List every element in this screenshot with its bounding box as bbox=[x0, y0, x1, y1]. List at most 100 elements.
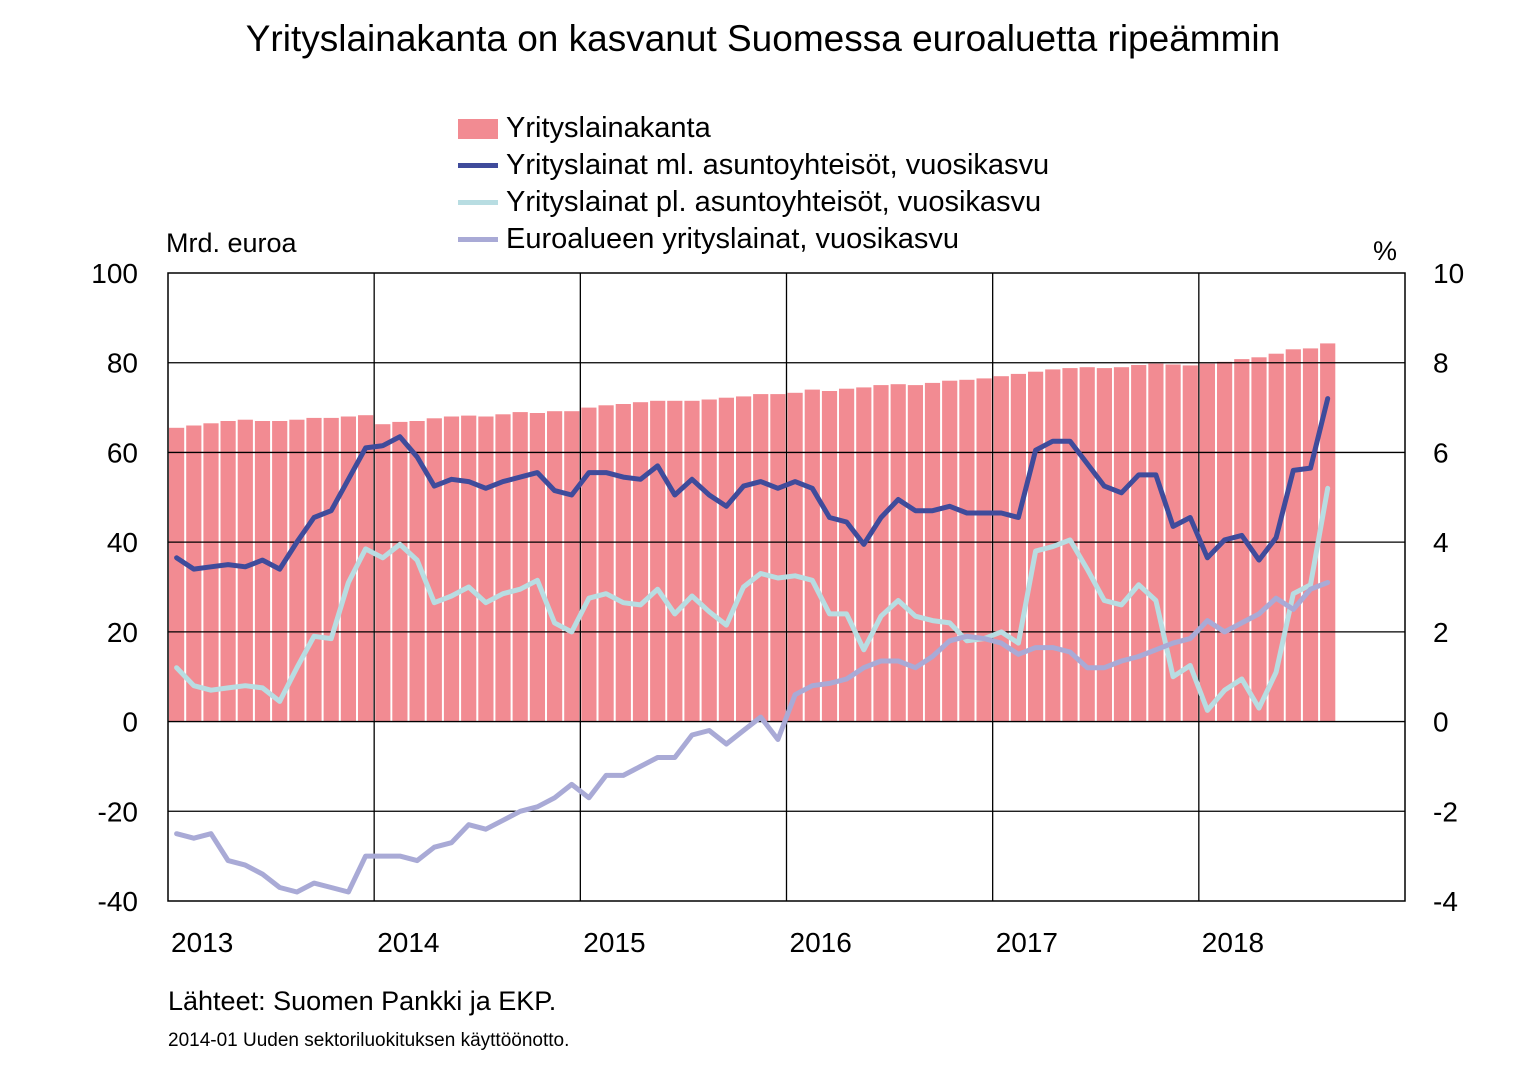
bar bbox=[976, 378, 992, 722]
series-line bbox=[174, 580, 1331, 895]
bar bbox=[203, 423, 219, 722]
left-tick-label: 60 bbox=[107, 437, 138, 468]
bar bbox=[254, 421, 271, 722]
bar bbox=[529, 413, 545, 722]
plot-frame bbox=[167, 272, 1406, 902]
bar bbox=[736, 396, 752, 722]
series-line bbox=[174, 485, 1331, 713]
legend-item-bar: Yrityslainakanta bbox=[458, 110, 1049, 147]
bar bbox=[753, 394, 769, 722]
legend: Yrityslainakanta Yrityslainat ml. asunto… bbox=[458, 110, 1049, 258]
legend-item-line: Yrityslainat ml. asuntoyhteisöt, vuosika… bbox=[458, 147, 1049, 184]
source-note: Lähteet: Suomen Pankki ja EKP. bbox=[168, 986, 557, 1016]
bar bbox=[581, 407, 597, 722]
bar bbox=[701, 399, 717, 722]
bar bbox=[1113, 367, 1130, 722]
legend-item-line: Yrityslainat pl. asuntoyhteisöt, vuosika… bbox=[458, 184, 1049, 221]
bar bbox=[495, 414, 511, 722]
bar bbox=[615, 404, 631, 722]
legend-label: Euroalueen yrityslainat, vuosikasvu bbox=[506, 223, 959, 255]
bar bbox=[409, 421, 425, 722]
bar bbox=[306, 417, 322, 722]
bar bbox=[1028, 371, 1044, 722]
bar bbox=[237, 419, 253, 722]
bar bbox=[169, 427, 185, 722]
bar bbox=[718, 397, 734, 722]
bar bbox=[993, 376, 1009, 722]
right-tick-label: -4 bbox=[1433, 886, 1458, 917]
bar bbox=[443, 416, 460, 722]
legend-label: Yrityslainat ml. asuntoyhteisöt, vuosika… bbox=[506, 149, 1050, 181]
bar bbox=[650, 400, 666, 722]
x-tick-label: 2018 bbox=[1202, 927, 1264, 958]
bar bbox=[632, 402, 649, 722]
legend-swatch-line bbox=[458, 163, 498, 168]
bar bbox=[564, 411, 580, 722]
bar bbox=[1302, 348, 1319, 722]
left-tick-label: 0 bbox=[122, 707, 138, 738]
bar bbox=[907, 385, 923, 722]
bar bbox=[323, 417, 339, 722]
legend-swatch-line bbox=[458, 237, 498, 242]
bar bbox=[186, 425, 202, 722]
bar bbox=[1131, 365, 1147, 722]
bar bbox=[358, 415, 374, 722]
bar bbox=[770, 394, 786, 722]
legend-label: Yrityslainat pl. asuntoyhteisöt, vuosika… bbox=[506, 186, 1042, 218]
bar bbox=[340, 416, 356, 722]
left-axis-unit: Mrd. euroa bbox=[166, 228, 297, 258]
left-tick-label: -40 bbox=[98, 886, 138, 917]
series-line bbox=[174, 396, 1331, 572]
bar bbox=[959, 379, 975, 722]
bar bbox=[924, 382, 941, 722]
x-tick-label: 2014 bbox=[377, 927, 439, 958]
bar bbox=[375, 424, 391, 722]
right-tick-label: 10 bbox=[1433, 258, 1464, 289]
left-tick-label: 20 bbox=[107, 617, 138, 648]
bar bbox=[392, 421, 408, 722]
bar bbox=[684, 400, 700, 722]
legend-swatch-line bbox=[458, 200, 498, 205]
bar bbox=[547, 411, 563, 722]
bar bbox=[598, 405, 614, 722]
right-tick-label: 6 bbox=[1433, 437, 1449, 468]
right-tick-label: 4 bbox=[1433, 527, 1449, 558]
legend-swatch-bar bbox=[458, 118, 498, 139]
bar bbox=[426, 418, 442, 722]
left-tick-label: 100 bbox=[91, 258, 138, 289]
bar bbox=[220, 421, 236, 722]
chart-title: Yrityslainakanta on kasvanut Suomessa eu… bbox=[245, 18, 1281, 59]
bar bbox=[1251, 357, 1267, 722]
bar bbox=[289, 419, 305, 722]
right-tick-label: 0 bbox=[1433, 707, 1449, 738]
x-tick-label: 2013 bbox=[171, 927, 233, 958]
right-tick-label: -2 bbox=[1433, 796, 1458, 827]
bar bbox=[1320, 343, 1336, 722]
bar bbox=[942, 380, 958, 722]
bar bbox=[1010, 373, 1026, 722]
bar bbox=[667, 400, 683, 722]
bar bbox=[890, 384, 906, 722]
bar bbox=[804, 389, 820, 722]
bar bbox=[512, 412, 528, 722]
right-axis-unit: % bbox=[1373, 236, 1398, 266]
left-tick-label: 40 bbox=[107, 527, 138, 558]
right-tick-label: 8 bbox=[1433, 348, 1449, 379]
bar bbox=[1285, 349, 1301, 722]
bar bbox=[873, 385, 889, 722]
bar bbox=[839, 388, 855, 722]
footnote: 2014-01 Uuden sektoriluokituksen käyttöö… bbox=[168, 1030, 570, 1051]
left-tick-label: -20 bbox=[98, 796, 138, 827]
bar bbox=[1062, 368, 1078, 722]
x-tick-label: 2015 bbox=[583, 927, 645, 958]
x-tick-label: 2017 bbox=[996, 927, 1058, 958]
legend-item-line: Euroalueen yrityslainat, vuosikasvu bbox=[458, 221, 1049, 258]
bar bbox=[1234, 359, 1250, 722]
left-tick-label: 80 bbox=[107, 348, 138, 379]
x-tick-label: 2016 bbox=[790, 927, 852, 958]
right-tick-label: 2 bbox=[1433, 617, 1449, 648]
bar bbox=[478, 416, 494, 722]
legend-label: Yrityslainakanta bbox=[506, 112, 711, 144]
bar bbox=[461, 415, 477, 722]
